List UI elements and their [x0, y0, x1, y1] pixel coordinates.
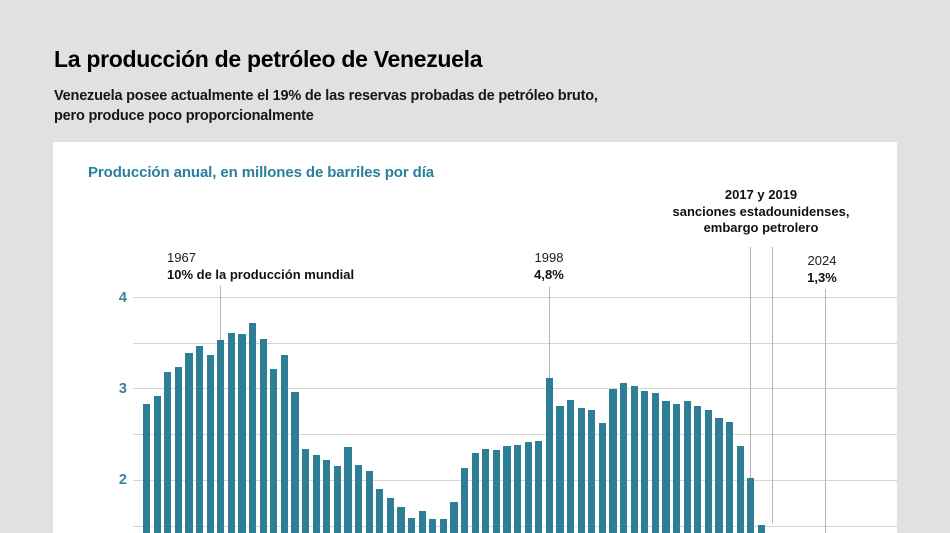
gridline-4 [133, 297, 897, 298]
bar-2010 [673, 403, 681, 533]
bar-1983 [386, 497, 395, 533]
bar-2003 [598, 422, 607, 533]
reference-line-2019 [771, 247, 773, 523]
bar-1963 [174, 366, 183, 533]
annotation-1967-note: 10% de la producción mundial [167, 267, 355, 282]
annotation-2024-year: 2024 [807, 253, 837, 268]
bar-1985 [408, 517, 416, 533]
annotation-sanctions-line2: sanciones estadounidenses, [672, 203, 850, 219]
page-title: La producción de petróleo de Venezuela [54, 46, 483, 72]
bar-1976 [312, 454, 320, 533]
annotation-sanctions-line3: embargo petrolero [703, 220, 819, 235]
annotation-sanctions: 2017 y 2019 sanciones estadounidenses, e… [661, 187, 861, 237]
bar-1990 [461, 467, 469, 533]
bar-1988 [439, 518, 448, 533]
bar-2009 [662, 400, 670, 533]
y-axis-tick-3: 3 [118, 380, 127, 397]
bar-1999 [556, 406, 564, 533]
bar-1987 [429, 518, 437, 533]
chart-panel: Producción anual, en millones de barrile… [53, 142, 897, 533]
bar-1964 [185, 353, 193, 533]
bar-1981 [365, 471, 373, 533]
bar-1961 [153, 396, 161, 533]
bar-2008 [651, 393, 660, 533]
annotation-1967: 1967 10% de la producción mundial [167, 249, 354, 283]
bar-2001 [577, 408, 585, 533]
annotation-2024: 2024 1,3% [762, 252, 882, 286]
bar-1978 [333, 465, 342, 533]
bar-1982 [376, 489, 384, 533]
bar-1996 [524, 441, 532, 533]
bar-1989 [450, 502, 458, 533]
bar-1984 [397, 506, 405, 533]
bar-2016 [736, 446, 744, 533]
bar-1994 [503, 445, 511, 533]
bar-1980 [355, 464, 363, 533]
gridline-3 [133, 388, 897, 390]
bar-1970 [249, 323, 257, 533]
gridline-2.5 [133, 434, 897, 436]
bar-2006 [630, 386, 638, 533]
bar-2007 [641, 390, 649, 533]
bar-1966 [206, 355, 214, 533]
bar-1993 [492, 450, 501, 533]
bar-1971 [259, 338, 267, 533]
bar-1979 [344, 447, 352, 533]
bar-1965 [196, 345, 204, 533]
bar-2011 [683, 400, 691, 533]
bar-2015 [726, 421, 734, 533]
annotation-1998-note: 4,8% [534, 267, 564, 282]
bar-2004 [609, 388, 617, 533]
annotation-1998: 1998 4,8% [489, 249, 609, 283]
reference-line-1998 [548, 287, 550, 378]
bar-1972 [270, 368, 278, 533]
bar-2005 [620, 383, 628, 533]
bar-1986 [418, 511, 426, 533]
bar-2014 [715, 418, 723, 533]
gridline-3.5 [133, 342, 897, 344]
annotation-1967-year: 1967 [167, 250, 196, 265]
annotation-1998-year: 1998 [534, 250, 564, 265]
chart-title: Producción anual, en millones de barrile… [88, 164, 435, 181]
annotation-2024-note: 1,3% [807, 270, 837, 285]
bar-1975 [302, 449, 310, 533]
y-axis-tick-4: 4 [118, 289, 127, 306]
bar-1977 [323, 460, 331, 533]
bar-1992 [482, 449, 490, 533]
bar-1969 [238, 334, 246, 533]
bar-1962 [164, 371, 172, 533]
bar-1997 [535, 440, 543, 533]
bar-2017 [747, 477, 755, 533]
annotation-sanctions-line1: 2017 y 2019 [724, 187, 798, 202]
bar-1967 [217, 339, 225, 533]
bar-1998 [545, 377, 554, 533]
bar-1968 [227, 333, 236, 533]
reference-line-1967 [220, 286, 222, 348]
reference-line-2024 [824, 289, 826, 533]
bar-1973 [280, 355, 289, 533]
bar-2002 [588, 409, 596, 533]
plot-area: 4 3 2 [53, 142, 897, 533]
bar-1991 [471, 452, 479, 533]
bar-1974 [291, 391, 299, 533]
reference-line-2017 [750, 247, 752, 478]
bar-1995 [514, 444, 522, 533]
bar-2018 [757, 525, 766, 533]
y-axis-tick-2: 2 [118, 472, 127, 489]
page-subtitle: Venezuela posee actualmente el 19% de la… [54, 88, 598, 124]
bar-2013 [704, 409, 713, 533]
bar-2000 [567, 399, 575, 533]
bar-1960 [143, 403, 151, 533]
bar-2012 [694, 406, 702, 533]
